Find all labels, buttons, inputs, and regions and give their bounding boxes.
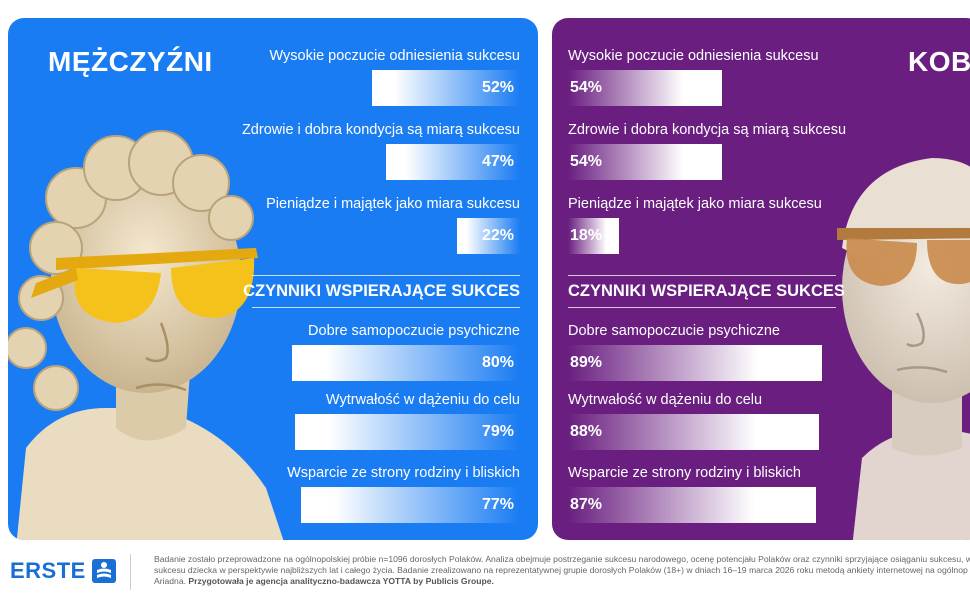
section-title-men: CZYNNIKI WSPIERAJĄCE SUKCES	[243, 282, 520, 300]
men-value-label: 77%	[481, 496, 514, 513]
panel-title-women: KOBIETY	[908, 46, 970, 77]
women-bar	[568, 487, 816, 523]
section-divider-top	[252, 275, 520, 276]
women-bar	[568, 345, 822, 381]
women-value-label: 89%	[570, 354, 603, 371]
women-bar	[568, 144, 722, 180]
men-category-label: Wysokie poczucie odniesienia sukcesu	[269, 48, 520, 64]
women-value-label: 54%	[570, 153, 603, 170]
logo-text: ERSTE	[10, 558, 86, 583]
men-category-label: Wytrwałość w dążeniu do celu	[325, 392, 520, 408]
note-line-3-bold: Przygotowała je agencja analityczno-bada…	[188, 576, 494, 586]
erste-s-icon	[91, 559, 116, 583]
men-value-label: 22%	[481, 227, 514, 244]
women-category-label: Dobre samopoczucie psychiczne	[568, 323, 780, 339]
women-value-label: 18%	[570, 227, 603, 244]
men-bar	[300, 487, 520, 523]
footer-separator	[130, 554, 131, 590]
women-value-label: 88%	[570, 423, 603, 440]
men-bar	[386, 144, 520, 180]
men-category-label: Wsparcie ze strony rodziny i bliskich	[287, 465, 520, 481]
panel-women: KOBIETY Wysokie poczucie odniesienia suk…	[552, 18, 970, 540]
note-line-3: Ariadna. Przygotowała je agencja anality…	[154, 576, 970, 587]
footer: ERSTE Badanie zostało przeprowadzone na …	[0, 548, 970, 600]
women-category-label: Wytrwałość w dążeniu do celu	[568, 392, 763, 408]
panel-title-men: MĘŻCZYŹNI	[48, 46, 213, 77]
women-category-label: Zdrowie i dobra kondycja są miarą sukces…	[568, 122, 847, 138]
panel-men: MĘŻCZYŹNI Wysokie poczucie odniesienia s…	[8, 18, 538, 540]
note-line-2: sukcesu dziecka w perspektywie najbliższ…	[154, 565, 968, 575]
men-bar	[292, 345, 520, 381]
note-line-3-plain: Ariadna.	[154, 576, 189, 586]
section-divider-bottom	[252, 307, 520, 308]
men-bar	[457, 218, 520, 254]
women-bar	[568, 70, 722, 106]
men-category-label: Dobre samopoczucie psychiczne	[308, 323, 520, 339]
section-title-women: CZYNNIKI WSPIERAJĄCE SUKCES	[568, 282, 845, 300]
erste-logo: ERSTE	[10, 558, 116, 584]
note-line-1: Badanie zostało przeprowadzone na ogólno…	[154, 554, 970, 564]
section-divider-bottom	[568, 307, 836, 308]
section-divider-top	[568, 275, 836, 276]
men-bar	[294, 414, 520, 450]
footer-methodology-note: Badanie zostało przeprowadzone na ogólno…	[154, 554, 970, 587]
women-value-label: 54%	[570, 79, 603, 96]
men-value-label: 47%	[481, 153, 514, 170]
men-value-label: 52%	[481, 79, 514, 96]
women-bar	[568, 218, 620, 254]
women-category-label: Wysokie poczucie odniesienia sukcesu	[568, 48, 819, 64]
women-value-label: 87%	[570, 496, 603, 513]
women-bar	[568, 414, 819, 450]
men-value-label: 79%	[481, 423, 514, 440]
men-value-label: 80%	[481, 354, 514, 371]
statue-with-amber-sunglasses-image	[822, 108, 970, 540]
women-category-label: Wsparcie ze strony rodziny i bliskich	[568, 465, 801, 481]
men-category-label: Pieniądze i majątek jako miara sukcesu	[266, 196, 520, 212]
statue-with-yellow-sunglasses-image	[8, 108, 296, 540]
men-category-label: Zdrowie i dobra kondycja są miarą sukces…	[241, 122, 520, 138]
men-bar	[371, 70, 520, 106]
women-category-label: Pieniądze i majątek jako miara sukcesu	[568, 196, 822, 212]
